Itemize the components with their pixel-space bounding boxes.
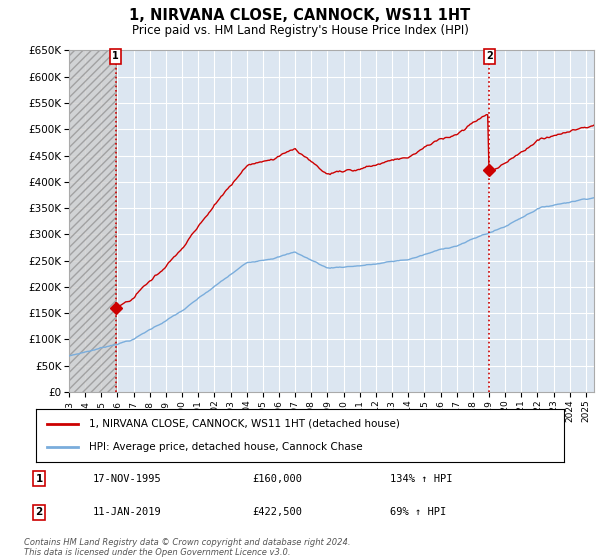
Text: £160,000: £160,000 [252,474,302,484]
Text: Contains HM Land Registry data © Crown copyright and database right 2024.
This d: Contains HM Land Registry data © Crown c… [24,538,350,557]
Text: 1: 1 [112,52,119,62]
Text: 1, NIRVANA CLOSE, CANNOCK, WS11 1HT: 1, NIRVANA CLOSE, CANNOCK, WS11 1HT [130,8,470,24]
Text: Price paid vs. HM Land Registry's House Price Index (HPI): Price paid vs. HM Land Registry's House … [131,24,469,36]
Text: 2: 2 [35,507,43,517]
Text: £422,500: £422,500 [252,507,302,517]
Text: HPI: Average price, detached house, Cannock Chase: HPI: Average price, detached house, Cann… [89,442,362,452]
Text: 69% ↑ HPI: 69% ↑ HPI [390,507,446,517]
Text: 17-NOV-1995: 17-NOV-1995 [93,474,162,484]
Text: 11-JAN-2019: 11-JAN-2019 [93,507,162,517]
Bar [69,50,116,392]
Text: 1: 1 [35,474,43,484]
Text: 2: 2 [486,52,493,62]
Text: 1, NIRVANA CLOSE, CANNOCK, WS11 1HT (detached house): 1, NIRVANA CLOSE, CANNOCK, WS11 1HT (det… [89,419,400,429]
Text: 134% ↑ HPI: 134% ↑ HPI [390,474,452,484]
